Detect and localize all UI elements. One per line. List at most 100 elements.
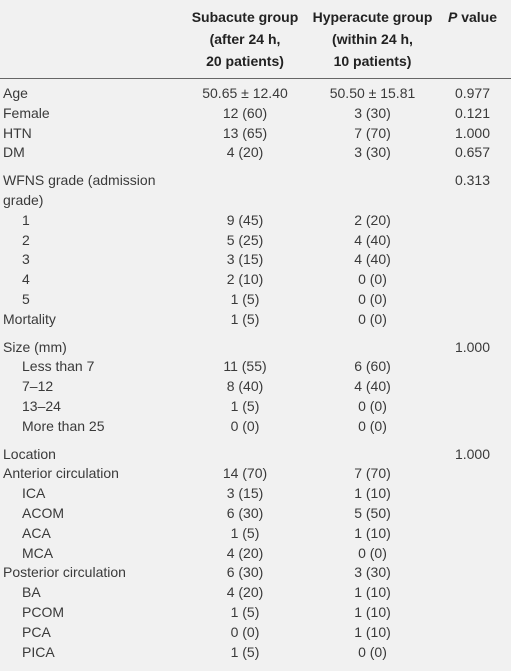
row-label: Less than 7 — [22, 358, 95, 375]
table-row: 4 2 (10) 0 (0) — [0, 270, 511, 290]
table-cell: 1 (5) — [230, 397, 260, 414]
table-cell: 7 (70) — [354, 465, 391, 482]
table-section: Location 1.000 Anterior circulation 14 (70)… — [0, 437, 511, 663]
table-row: 7–12 8 (40) 4 (40) — [0, 377, 511, 397]
table-cell: 2 (20) — [354, 211, 391, 228]
table-cell: 3 (30) — [354, 104, 391, 121]
table-cell: 1 (10) — [354, 485, 391, 502]
table-cell: 14 (70) — [222, 465, 268, 482]
row-label: 3 — [22, 251, 30, 268]
row-label: 7–12 — [22, 378, 54, 395]
table-cell: 0 (0) — [230, 623, 260, 640]
table-cell: 1 (5) — [230, 310, 260, 327]
header-line: (after 24 h, — [209, 31, 281, 47]
table-row: Location 1.000 — [0, 445, 511, 465]
table-row: ACOM 6 (30) 5 (50) — [0, 504, 511, 524]
table-row: MCA 4 (20) 0 (0) — [0, 544, 511, 564]
table-body: Age 50.65 ± 12.40 50.50 ± 15.81 0.977 Female… — [0, 79, 511, 662]
table-row: PCA 0 (0) 1 (10) — [0, 623, 511, 643]
row-label: 2 — [22, 231, 30, 248]
table-cell: 1 (5) — [230, 603, 260, 620]
table-row: ICA 3 (15) 1 (10) — [0, 484, 511, 504]
table-cell: 11 (55) — [223, 358, 267, 375]
table-cell: 2 (10) — [226, 271, 264, 288]
header-line: 20 patients) — [206, 53, 284, 69]
column-header: P value — [445, 6, 500, 28]
row-label: Size (mm) — [3, 338, 67, 355]
table-row: 5 1 (5) 0 (0) — [0, 290, 511, 310]
table-section: WFNS grade (admission grade) 0.313 1 9 (45)… — [0, 163, 511, 329]
table-cell: 8 (40) — [226, 378, 264, 395]
table-cell: 1 (10) — [354, 524, 391, 541]
table-cell: 1 (10) — [354, 623, 391, 640]
row-label: Age — [3, 85, 28, 101]
table-cell: 0 (0) — [358, 643, 387, 660]
table-row: Age 50.65 ± 12.40 50.50 ± 15.81 0.977 — [0, 84, 511, 104]
table-row: Posterior circulation 6 (30) 3 (30) — [0, 563, 511, 583]
row-label: Posterior circulation — [3, 564, 126, 581]
table-cell: 7 (70) — [354, 124, 391, 141]
header-line: Subacute group — [191, 9, 299, 25]
table-row: 13–24 1 (5) 0 (0) — [0, 397, 511, 417]
table-cell: 50.50 ± 15.81 — [329, 85, 416, 101]
row-label: Location — [3, 445, 56, 462]
table-cell: 1 (10) — [354, 584, 391, 601]
table-cell: 4 (40) — [354, 231, 391, 248]
table-row: PCOM 1 (5) 1 (10) — [0, 603, 511, 623]
table-row: HTN 13 (65) 7 (70) 1.000 — [0, 124, 511, 144]
column-header: Hyperacute group (within 24 h, 10 patients… — [305, 6, 440, 72]
table-row: 1 9 (45) 2 (20) — [0, 211, 511, 231]
table-cell: 3 (30) — [354, 144, 391, 161]
table-cell: 1.000 — [454, 338, 491, 355]
row-label: Mortality — [3, 310, 56, 327]
table-section: Age 50.65 ± 12.40 50.50 ± 15.81 0.977 Female… — [0, 79, 511, 163]
table-cell: 1 (5) — [230, 524, 260, 541]
table-cell: 50.65 ± 12.40 — [202, 85, 288, 101]
row-label: PCA — [22, 623, 51, 640]
table-cell: 0.313 — [454, 172, 491, 189]
table-cell: 0.121 — [454, 104, 491, 121]
row-label: HTN — [3, 124, 32, 141]
table-cell: 3 (30) — [354, 564, 391, 581]
table-cell: 5 (50) — [354, 504, 391, 521]
row-label: ACOM — [22, 504, 64, 521]
table-row: 3 3 (15) 4 (40) — [0, 250, 511, 270]
table-cell: 1 (10) — [354, 603, 391, 620]
table-cell: 3 (15) — [226, 485, 264, 502]
table-cell: 0 (0) — [358, 310, 387, 327]
table-cell: 13 (65) — [222, 124, 268, 141]
table-row: More than 25 0 (0) 0 (0) — [0, 417, 511, 437]
table-row: DM 4 (20) 3 (30) 0.657 — [0, 143, 511, 163]
header-line: 10 patients) — [333, 53, 412, 69]
row-label: ACA — [22, 524, 51, 541]
row-label: BA — [22, 584, 41, 601]
row-label: 5 — [22, 290, 30, 307]
table-row: Anterior circulation 14 (70) 7 (70) — [0, 464, 511, 484]
row-label: 1 — [22, 211, 30, 228]
column-header: Subacute group (after 24 h, 20 patients) — [175, 6, 315, 72]
row-label: WFNS grade (admission grade) — [3, 172, 156, 208]
table-cell: 3 (15) — [226, 251, 264, 268]
table-cell: 0 (0) — [358, 271, 387, 288]
table-cell: 5 (25) — [226, 231, 264, 248]
table-cell: 0 (0) — [358, 417, 387, 434]
header-line: P value — [447, 9, 498, 25]
table-cell: 0 (0) — [230, 417, 260, 434]
row-label: More than 25 — [22, 417, 105, 434]
table-cell: 12 (60) — [222, 104, 268, 121]
table-header: Subacute group (after 24 h, 20 patients) Hy… — [0, 0, 511, 79]
table-cell: 4 (20) — [226, 144, 264, 161]
table-section: Size (mm) 1.000 Less than 7 11 (55) 6 (60) 7–… — [0, 330, 511, 437]
table-row: ACA 1 (5) 1 (10) — [0, 524, 511, 544]
table-cell: 0 (0) — [358, 290, 387, 307]
row-label: ICA — [22, 485, 46, 502]
table-cell: 6 (60) — [354, 358, 391, 375]
row-label: PCOM — [22, 603, 64, 620]
table-cell: 9 (45) — [226, 211, 264, 228]
table-row: BA 4 (20) 1 (10) — [0, 583, 511, 603]
table-cell: 4 (40) — [354, 378, 391, 395]
row-label: 4 — [22, 271, 30, 288]
row-label: MCA — [22, 544, 54, 561]
row-label: 13–24 — [22, 397, 61, 414]
